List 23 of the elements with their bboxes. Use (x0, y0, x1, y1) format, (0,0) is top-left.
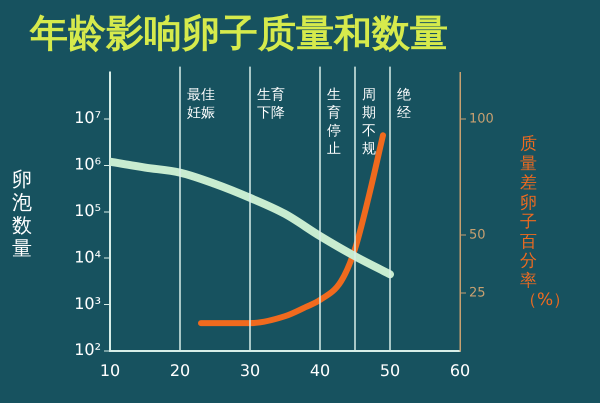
y2-tick-label: 100 (469, 111, 494, 126)
y2-tick-label: 25 (469, 285, 486, 300)
x-tick-label: 50 (380, 360, 400, 380)
x-tick-label: 40 (310, 360, 330, 380)
y-tick-label: 10⁶ (74, 154, 101, 174)
ref-line-label: 生育下降 (257, 86, 285, 122)
x-tick-label: 20 (170, 360, 190, 380)
y2-tick-label: 50 (469, 227, 486, 242)
ref-line-label: 生育停止 (327, 87, 341, 158)
y-tick-label: 10⁴ (74, 247, 101, 266)
y-tick-label: 10³ (74, 294, 101, 313)
x-tick-label: 10 (100, 360, 120, 380)
ref-line-label: 最佳妊娠 (187, 87, 215, 122)
x-tick-label: 30 (240, 360, 260, 380)
chart-title: 年龄影响卵子质量和数量 (30, 10, 448, 57)
y-tick-label: 10² (74, 340, 101, 360)
y-tick-label: 10⁷ (74, 108, 101, 128)
x-tick-label: 60 (450, 360, 470, 380)
text: 质量差卵子百分率（%） (520, 134, 570, 310)
ref-line-label: 绝经 (397, 87, 411, 122)
ref-line-label: 周期不规 (362, 87, 376, 158)
y-tick-label: 10⁵ (74, 200, 101, 220)
y-axis-title: 卵泡数量 (12, 167, 32, 260)
